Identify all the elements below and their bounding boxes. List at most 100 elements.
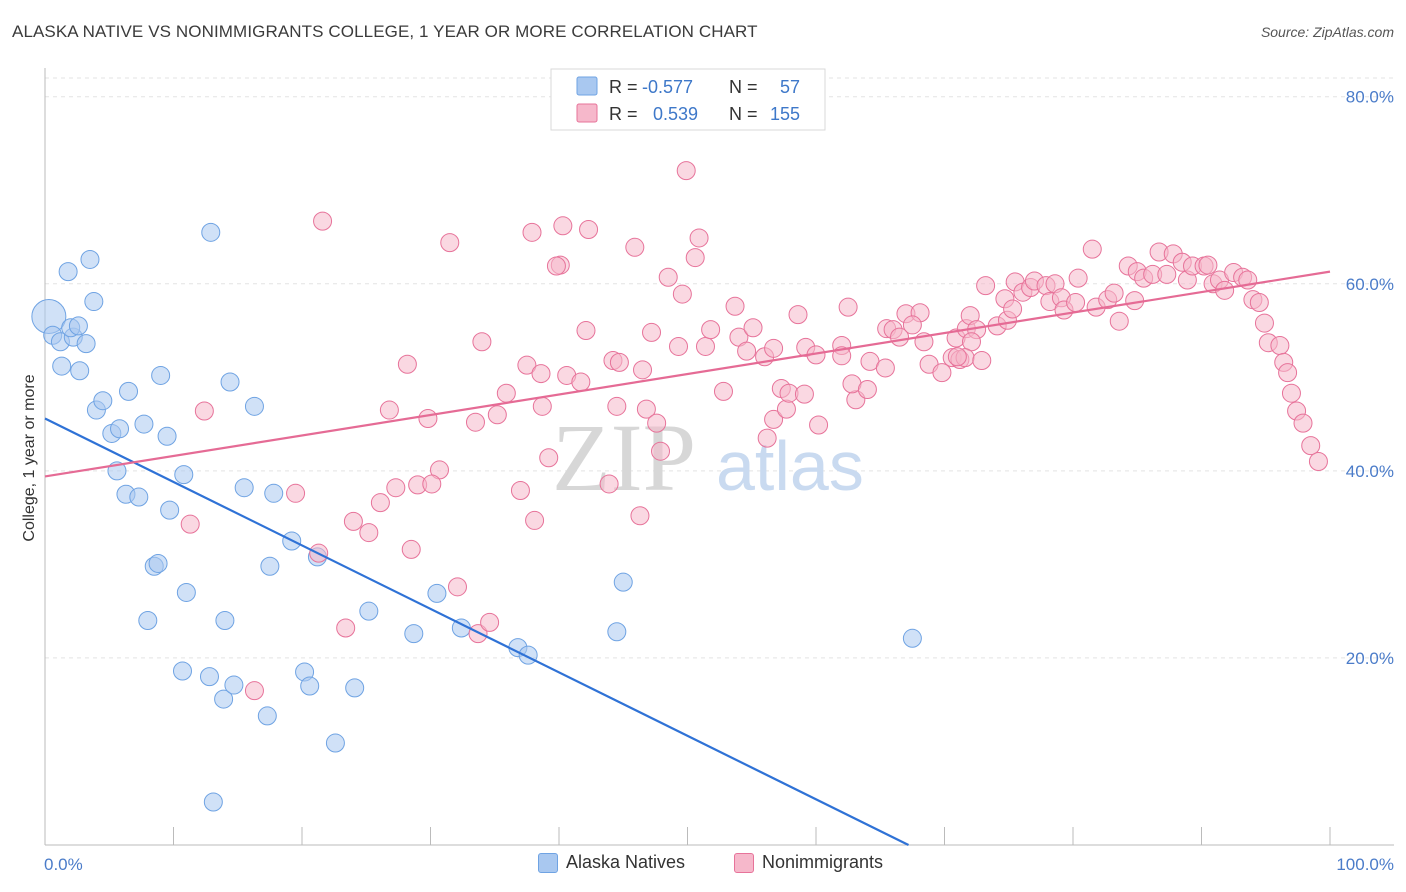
nonimmigrants-point	[1109, 311, 1129, 331]
nonimmigrants-point	[359, 523, 379, 543]
alaska-natives-point	[224, 675, 244, 695]
source-credit: Source: ZipAtlas.com	[1260, 24, 1394, 40]
nonimmigrants-point	[1125, 291, 1145, 311]
nonimmigrants-point	[539, 448, 559, 468]
legend-r-value-2: 0.539	[653, 104, 698, 124]
nonimmigrants-point	[1082, 239, 1102, 259]
nonimmigrants-point	[194, 401, 214, 421]
nonimmigrants-point	[418, 408, 438, 428]
alaska-natives-point	[134, 414, 154, 434]
alaska-natives-point	[68, 316, 88, 336]
nonimmigrants-point	[336, 618, 356, 638]
nonimmigrants-point	[658, 267, 678, 287]
y-tick-label: 80.0%	[1346, 88, 1394, 107]
alaska-natives-point	[160, 500, 180, 520]
nonimmigrants-point	[496, 383, 516, 403]
alaska-natives-point	[220, 372, 240, 392]
nonimmigrants-point	[764, 338, 784, 358]
nonimmigrants-point	[669, 336, 689, 356]
nonimmigrants-point	[522, 222, 542, 242]
legend-n-value-1: 57	[780, 77, 800, 97]
nonimmigrants-point	[1281, 383, 1301, 403]
y-tick-label: 40.0%	[1346, 462, 1394, 481]
legend-label-nonimmigrants: Nonimmigrants	[762, 852, 884, 872]
alaska-natives-point	[244, 396, 264, 416]
alaska-natives-trend-line	[44, 417, 910, 846]
nonimmigrants-point	[1308, 452, 1328, 471]
nonimmigrants-point	[472, 332, 492, 352]
nonimmigrants-point	[737, 341, 757, 361]
alaska-natives-point	[70, 361, 90, 381]
nonimmigrants-point	[757, 428, 777, 448]
nonimmigrants-point	[510, 480, 530, 500]
nonimmigrants-points	[180, 161, 1328, 701]
nonimmigrants-point	[1278, 363, 1298, 383]
alaska-natives-point	[902, 628, 922, 648]
nonimmigrants-point	[794, 384, 814, 404]
nonimmigrants-point	[487, 405, 507, 425]
nonimmigrants-point	[599, 474, 619, 494]
nonimmigrants-point	[713, 381, 733, 401]
axes	[44, 68, 1394, 846]
x-tick-label-max: 100.0%	[1336, 855, 1394, 874]
legend-r-label-2: R =	[609, 104, 638, 124]
legend-r-value-1: -0.577	[642, 77, 693, 97]
nonimmigrants-point	[1254, 313, 1274, 333]
nonimmigrants-point	[386, 478, 406, 498]
nonimmigrants-point	[788, 305, 808, 325]
watermark-atlas: atlas	[716, 427, 864, 505]
nonimmigrants-point	[531, 364, 551, 384]
nonimmigrants-point	[902, 315, 922, 335]
nonimmigrants-point	[764, 409, 784, 429]
alaska-natives-point	[201, 222, 221, 242]
alaska-natives-point	[260, 556, 280, 576]
nonimmigrants-point	[397, 354, 417, 374]
alaska-natives-point	[203, 792, 223, 812]
nonimmigrants-point	[961, 332, 981, 352]
nonimmigrants-point	[701, 320, 721, 340]
nonimmigrants-point	[1157, 264, 1177, 284]
nonimmigrants-point	[447, 577, 467, 597]
alaska-natives-point	[427, 583, 447, 603]
alaska-natives-point	[76, 334, 96, 354]
alaska-natives-point	[257, 706, 277, 726]
alaska-natives-point	[300, 676, 320, 696]
y-tick-label: 60.0%	[1346, 275, 1394, 294]
nonimmigrants-point	[647, 413, 667, 433]
nonimmigrants-point	[465, 412, 485, 432]
nonimmigrants-point	[1293, 413, 1313, 433]
alaska-natives-point	[174, 465, 194, 485]
nonimmigrants-point	[832, 346, 852, 366]
nonimmigrants-point	[1068, 268, 1088, 288]
nonimmigrants-point	[607, 396, 627, 416]
alaska-natives-point	[129, 487, 149, 507]
nonimmigrants-point	[244, 681, 264, 701]
alaska-natives-point	[613, 572, 633, 592]
y-tick-labels: 20.0% 40.0% 60.0% 80.0%	[1346, 88, 1394, 668]
nonimmigrants-point	[609, 352, 629, 372]
legend-n-label-2: N =	[729, 104, 758, 124]
nonimmigrants-point	[422, 474, 442, 494]
nonimmigrants-point	[625, 237, 645, 257]
nonimmigrants-point	[1301, 436, 1321, 456]
nonimmigrants-point	[672, 284, 692, 304]
alaska-natives-point	[138, 611, 158, 631]
chart-title: ALASKA NATIVE VS NONIMMIGRANTS COLLEGE, …	[12, 22, 758, 41]
nonimmigrants-point	[932, 363, 952, 383]
trend-lines	[44, 270, 1331, 846]
legend-item-nonimmigrants[interactable]: Nonimmigrants	[734, 852, 883, 873]
legend-n-value-2: 155	[770, 104, 800, 124]
nonimmigrants-point	[642, 322, 662, 342]
nonimmigrants-point	[576, 321, 596, 341]
watermark: ZIP atlas	[552, 404, 864, 511]
alaska-natives-point	[172, 661, 192, 681]
alaska-natives-point	[199, 667, 219, 687]
legend-swatch-alaska-natives	[538, 852, 558, 873]
nonimmigrants-point	[838, 297, 858, 317]
alaska-natives-point	[264, 483, 284, 503]
alaska-natives-point	[157, 426, 177, 446]
alaska-natives-point	[325, 733, 345, 753]
legend-item-alaska-natives[interactable]: Alaska Natives	[538, 852, 685, 873]
alaska-natives-point	[359, 601, 379, 621]
